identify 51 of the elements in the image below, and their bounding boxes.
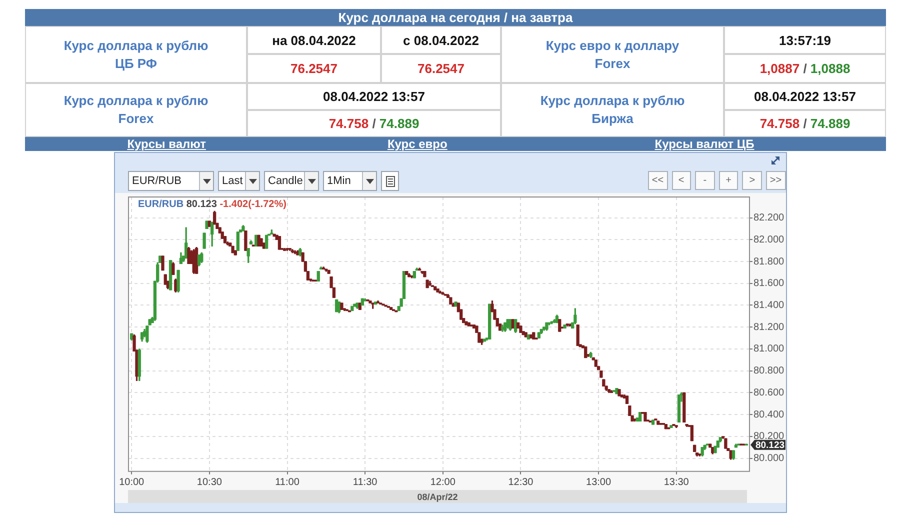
- text: Курс доллара к рублю ЦБ РФ: [64, 36, 208, 72]
- text: 76.2547: [290, 61, 338, 76]
- y-tick-label: 80.600: [754, 387, 785, 398]
- y-tick-label: 80.000: [754, 453, 785, 464]
- text: Курс евро к доллару Forex: [546, 36, 680, 72]
- text: 74.758 / 74.889: [760, 116, 850, 131]
- x-tick-label: 10:30: [196, 477, 222, 488]
- text: 76.2547: [418, 61, 464, 76]
- text: Курсы валют ЦБ: [654, 137, 754, 151]
- y-tick-label: 80.200: [754, 431, 785, 442]
- x-tick-label: 11:00: [275, 477, 300, 488]
- x-tick-label: 12:00: [430, 477, 456, 488]
- text: Курс доллара на сегодня / на завтра: [338, 10, 573, 25]
- x-tick-label: 10:00: [119, 477, 145, 488]
- text: Курс евро: [387, 137, 448, 151]
- y-tick-label: 81.400: [754, 300, 785, 311]
- text: Курс доллара к рублю Биржа: [540, 92, 685, 128]
- annotation: 80.123: [755, 440, 785, 451]
- text: на 08.04.2022: [272, 32, 356, 48]
- text: 08.04.2022 13:57: [323, 89, 425, 104]
- y-tick-label: 80.400: [754, 409, 785, 420]
- dropdown: 1Min: [323, 171, 377, 191]
- y-tick-label: 82.000: [754, 234, 785, 246]
- x-tick-label: 11:30: [352, 477, 378, 488]
- button: -: [695, 171, 715, 190]
- x-tick-label: 13:30: [664, 477, 690, 488]
- y-tick-label: 81.200: [754, 322, 785, 333]
- y-tick-label: 81.000: [754, 344, 785, 355]
- button: >>: [766, 171, 786, 190]
- text: 08.04.2022 13:57: [754, 89, 856, 104]
- x-tick-label: 12:30: [508, 477, 534, 488]
- button: >: [742, 171, 762, 190]
- y-tick-label: 81.800: [754, 256, 785, 268]
- text: 74.758 / 74.889: [328, 116, 420, 131]
- dropdown: EUR/RUB: [128, 171, 214, 191]
- button: <<: [648, 171, 668, 190]
- y-tick-label: 82.200: [754, 212, 785, 224]
- button: <: [672, 171, 692, 190]
- dropdown: Last: [218, 171, 260, 191]
- button: +: [718, 171, 738, 190]
- text: Курс доллара к рублю Forex: [64, 92, 208, 128]
- x-tick-label: 13:00: [586, 477, 612, 488]
- chart-title: EUR/RUB 80.123 -1.402(-1.72%): [138, 199, 286, 210]
- y-tick-label: 81.600: [754, 278, 785, 290]
- x-axis-title: 08/Apr/22: [417, 492, 458, 502]
- text: с 08.04.2022: [403, 32, 479, 48]
- text: Курсы валют: [127, 137, 206, 151]
- text: 13:57:19: [778, 32, 832, 48]
- dropdown: Candle: [264, 171, 319, 191]
- text: 1,0887 / 1,0888: [760, 61, 850, 76]
- y-tick-label: 80.800: [754, 366, 785, 377]
